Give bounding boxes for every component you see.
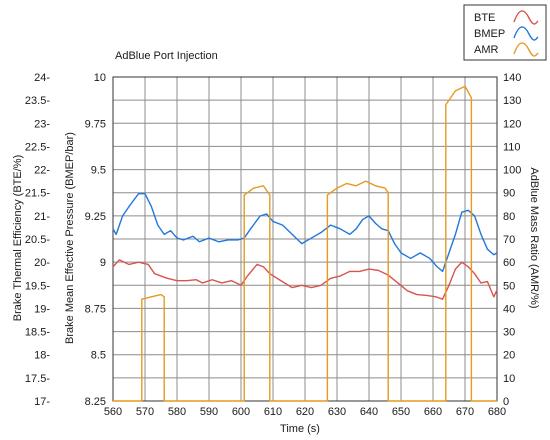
legend-label-amr: AMR bbox=[474, 44, 499, 56]
bmep-tick-label: 10 bbox=[94, 72, 106, 84]
series-line-amr bbox=[113, 85, 497, 402]
x-tick-label: 570 bbox=[136, 406, 154, 418]
bte-tick-label: 17- bbox=[34, 396, 50, 408]
amr-tick-label: 10 bbox=[503, 373, 515, 385]
bte-tick-label: 22.5- bbox=[25, 141, 50, 153]
x-tick-label: 650 bbox=[392, 406, 410, 418]
bte-tick-label: 20.5- bbox=[25, 234, 50, 246]
amr-tick-label: 140 bbox=[503, 72, 521, 84]
bte-tick-label: 21- bbox=[34, 211, 50, 223]
series-group bbox=[112, 85, 498, 402]
bte-tick-label: 23- bbox=[34, 118, 50, 130]
x-tick-label: 620 bbox=[296, 406, 314, 418]
x-tick-label: 590 bbox=[200, 406, 218, 418]
bmep-tick-label: 8.25 bbox=[85, 396, 106, 408]
series-line-bmep bbox=[112, 192, 498, 273]
x-tick-label: 560 bbox=[104, 406, 122, 418]
bte-tick-label: 20- bbox=[34, 257, 50, 269]
x-tick-label: 630 bbox=[328, 406, 346, 418]
x-tick-label: 610 bbox=[264, 406, 282, 418]
legend-label-bmep: BMEP bbox=[474, 28, 505, 40]
series-line-bte bbox=[112, 259, 498, 300]
amr-tick-label: 100 bbox=[503, 165, 521, 177]
y-axis-label-bmep: Brake Mean Effective Pressure (BMEP/bar) bbox=[64, 132, 76, 344]
x-tick-label: 600 bbox=[232, 406, 250, 418]
bmep-tick-label: 9.5 bbox=[91, 165, 106, 177]
bte-tick-label: 17.5- bbox=[25, 373, 50, 385]
amr-tick-label: 40 bbox=[503, 303, 515, 315]
amr-tick-label: 50 bbox=[503, 280, 515, 292]
y-axis-label-bte: Brake Thermal Efficiency (BTE/%) bbox=[12, 155, 24, 321]
bte-tick-label: 22- bbox=[34, 165, 50, 177]
legend: BTE BMEP AMR bbox=[463, 4, 547, 61]
grid bbox=[113, 77, 497, 401]
legend-box bbox=[463, 4, 547, 61]
x-axis-label: Time (s) bbox=[280, 423, 320, 435]
amr-tick-label: 80 bbox=[503, 211, 515, 223]
amr-tick-label: 120 bbox=[503, 118, 521, 130]
amr-tick-label: 110 bbox=[503, 141, 521, 153]
amr-tick-label: 70 bbox=[503, 234, 515, 246]
bte-tick-label: 24- bbox=[34, 72, 50, 84]
bmep-tick-label: 9 bbox=[100, 257, 106, 269]
bmep-tick-label: 9.25 bbox=[85, 211, 106, 223]
ticks-group: 560 570 580 590 600 610 620 630 640 650 660 670 6800… bbox=[25, 72, 521, 418]
bte-tick-label: 19- bbox=[34, 303, 50, 315]
x-tick-label: 660 bbox=[424, 406, 442, 418]
chart-title: AdBlue Port Injection bbox=[115, 50, 218, 62]
amr-tick-label: 30 bbox=[503, 327, 515, 339]
x-tick-label: 580 bbox=[168, 406, 186, 418]
y-axis-label-amr: AdBlue Mass Ratio (AMR/%) bbox=[528, 167, 540, 308]
legend-label-bte: BTE bbox=[474, 12, 495, 24]
bte-tick-label: 18.5- bbox=[25, 327, 50, 339]
legend-marker-bte bbox=[513, 10, 539, 25]
bte-tick-label: 19.5- bbox=[25, 280, 50, 292]
bmep-tick-label: 8.75 bbox=[85, 303, 106, 315]
bmep-tick-label: 9.75 bbox=[85, 118, 106, 130]
amr-tick-label: 130 bbox=[503, 95, 521, 107]
x-tick-label: 670 bbox=[456, 406, 474, 418]
bte-tick-label: 18- bbox=[34, 350, 50, 362]
x-tick-label: 640 bbox=[360, 406, 378, 418]
x-tick-label: 680 bbox=[488, 406, 506, 418]
bte-tick-label: 23.5- bbox=[25, 95, 50, 107]
legend-marker-amr bbox=[513, 42, 539, 57]
bte-tick-label: 21.5- bbox=[25, 188, 50, 200]
legend-marker-bmep bbox=[513, 26, 539, 41]
amr-tick-label: 20 bbox=[503, 350, 515, 362]
amr-tick-label: 0 bbox=[503, 396, 509, 408]
amr-tick-label: 60 bbox=[503, 257, 515, 269]
amr-tick-label: 90 bbox=[503, 188, 515, 200]
bmep-tick-label: 8.5 bbox=[91, 350, 106, 362]
